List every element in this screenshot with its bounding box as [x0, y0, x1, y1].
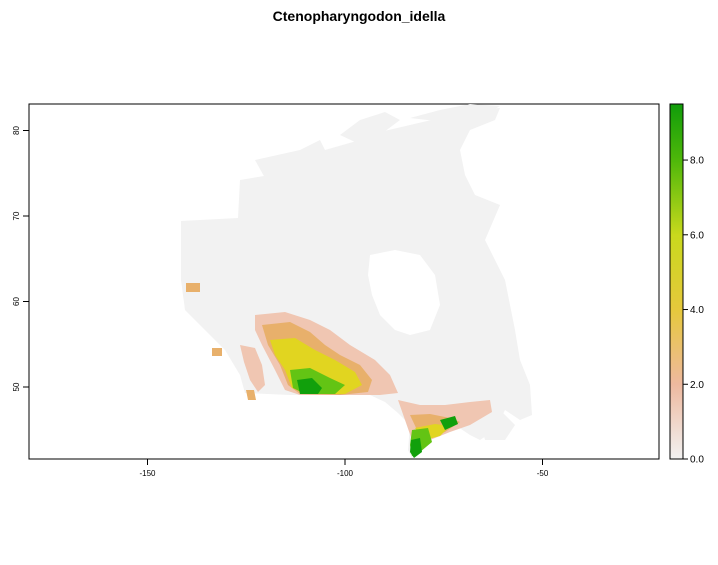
y-tick-label: 70: [12, 211, 21, 220]
arctic-island-3: [410, 104, 500, 122]
legend-colorbar: [669, 103, 684, 460]
suitability-max-prairies: [297, 378, 322, 394]
y-axis: 50 60 70 80: [12, 126, 30, 391]
legend-tick-label: 6.0: [690, 230, 704, 241]
y-tick-label: 50: [12, 382, 21, 391]
mainland-canada: [181, 108, 532, 458]
suitability-lowlands-max: [410, 438, 422, 458]
legend-tick-label: 8.0: [690, 156, 704, 167]
suitability-layer: [186, 283, 492, 458]
suitability-bc-2: [246, 390, 256, 400]
x-tick-label: -100: [337, 469, 354, 478]
arctic-island-1: [255, 140, 330, 178]
land-layer: [181, 104, 532, 458]
legend-tick-label: 4.0: [690, 305, 704, 316]
map-title: Ctenopharyngodon_idella: [272, 8, 446, 24]
legend-ticks: 0.0 2.0 4.0 6.0 8.0: [683, 156, 704, 466]
suitability-stlawrence-max: [440, 416, 458, 430]
y-tick-label: 80: [12, 126, 21, 135]
suitability-yukon: [186, 283, 200, 292]
suitability-bc-1: [240, 345, 265, 392]
x-tick-label: -150: [139, 469, 156, 478]
legend-tick-label: 2.0: [690, 380, 704, 391]
arctic-island-2: [340, 112, 400, 142]
hudson-bay: [368, 250, 440, 335]
y-tick-label: 60: [12, 297, 21, 306]
southern-island: [480, 410, 515, 440]
suitability-bc-3: [212, 348, 222, 356]
x-tick-label: -50: [537, 469, 549, 478]
x-axis: -150 -100 -50: [139, 458, 549, 478]
legend-tick-label: 0.0: [690, 455, 704, 466]
